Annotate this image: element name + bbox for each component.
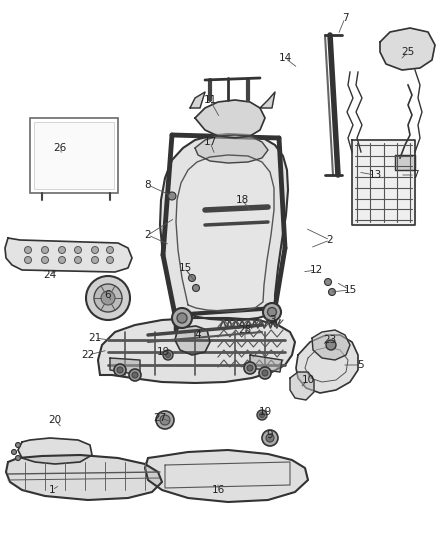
Text: 4: 4 [194, 330, 201, 340]
Circle shape [25, 256, 32, 263]
Polygon shape [296, 335, 358, 393]
Text: 2: 2 [145, 230, 151, 240]
Circle shape [172, 308, 192, 328]
Polygon shape [352, 140, 415, 225]
Circle shape [15, 442, 21, 448]
Text: 7: 7 [342, 13, 348, 23]
Polygon shape [190, 92, 205, 108]
Text: 5: 5 [357, 360, 363, 370]
Circle shape [259, 367, 271, 379]
Text: 15: 15 [343, 285, 357, 295]
Text: 28: 28 [238, 325, 251, 335]
Circle shape [101, 291, 115, 305]
Circle shape [156, 411, 174, 429]
Circle shape [92, 246, 99, 254]
Polygon shape [145, 450, 308, 502]
Polygon shape [290, 372, 314, 400]
Circle shape [166, 352, 170, 358]
Text: 16: 16 [212, 485, 225, 495]
Circle shape [192, 285, 199, 292]
Polygon shape [110, 358, 140, 375]
Circle shape [114, 364, 126, 376]
Circle shape [262, 370, 268, 376]
Polygon shape [380, 28, 435, 70]
Polygon shape [250, 355, 282, 372]
Circle shape [11, 449, 17, 455]
Circle shape [188, 274, 195, 281]
Bar [30, 118, 118, 193]
Circle shape [263, 303, 281, 321]
Polygon shape [175, 326, 210, 355]
Text: 10: 10 [301, 375, 314, 385]
Text: 19: 19 [156, 347, 170, 357]
Circle shape [94, 284, 122, 312]
Text: 23: 23 [323, 335, 337, 345]
Circle shape [177, 313, 187, 323]
Text: 1: 1 [49, 485, 55, 495]
Circle shape [15, 456, 21, 461]
Circle shape [129, 369, 141, 381]
Text: 27: 27 [153, 413, 166, 423]
Polygon shape [160, 134, 288, 320]
Circle shape [257, 410, 267, 420]
Circle shape [262, 430, 278, 446]
Polygon shape [18, 438, 92, 464]
Text: 24: 24 [43, 270, 57, 280]
Circle shape [42, 256, 49, 263]
Circle shape [325, 279, 332, 286]
Text: 3: 3 [268, 315, 276, 325]
Circle shape [74, 256, 81, 263]
Circle shape [168, 192, 176, 200]
Text: 11: 11 [203, 95, 217, 105]
Text: 2: 2 [327, 235, 333, 245]
Circle shape [328, 288, 336, 295]
Text: 6: 6 [105, 290, 111, 300]
Text: 25: 25 [401, 47, 415, 57]
Text: 18: 18 [235, 195, 249, 205]
Polygon shape [176, 155, 274, 311]
Text: 7: 7 [412, 170, 418, 180]
Text: 17: 17 [203, 137, 217, 147]
Circle shape [268, 308, 276, 317]
Text: 9: 9 [267, 430, 273, 440]
Circle shape [132, 372, 138, 378]
Circle shape [266, 434, 274, 442]
Circle shape [117, 367, 123, 373]
Circle shape [42, 246, 49, 254]
Circle shape [244, 362, 256, 374]
Circle shape [59, 256, 66, 263]
Circle shape [74, 246, 81, 254]
Text: 13: 13 [368, 170, 381, 180]
Circle shape [106, 246, 113, 254]
Text: 8: 8 [145, 180, 151, 190]
Polygon shape [98, 318, 295, 383]
Circle shape [86, 276, 130, 320]
Circle shape [106, 256, 113, 263]
Circle shape [247, 365, 253, 371]
Circle shape [259, 413, 265, 417]
Text: 19: 19 [258, 407, 272, 417]
Circle shape [25, 246, 32, 254]
Bar [34, 122, 114, 189]
Polygon shape [5, 238, 132, 272]
Text: 20: 20 [49, 415, 62, 425]
Polygon shape [312, 330, 350, 360]
Polygon shape [395, 155, 415, 170]
Text: 15: 15 [178, 263, 192, 273]
Circle shape [326, 340, 336, 350]
Polygon shape [195, 135, 268, 163]
Text: 22: 22 [81, 350, 95, 360]
Circle shape [160, 415, 170, 425]
Text: 21: 21 [88, 333, 102, 343]
Circle shape [59, 246, 66, 254]
Polygon shape [6, 455, 162, 500]
Text: 26: 26 [53, 143, 67, 153]
Circle shape [163, 350, 173, 360]
Polygon shape [195, 100, 265, 138]
Circle shape [92, 256, 99, 263]
Text: 14: 14 [279, 53, 292, 63]
Text: 12: 12 [309, 265, 323, 275]
Polygon shape [260, 92, 275, 108]
